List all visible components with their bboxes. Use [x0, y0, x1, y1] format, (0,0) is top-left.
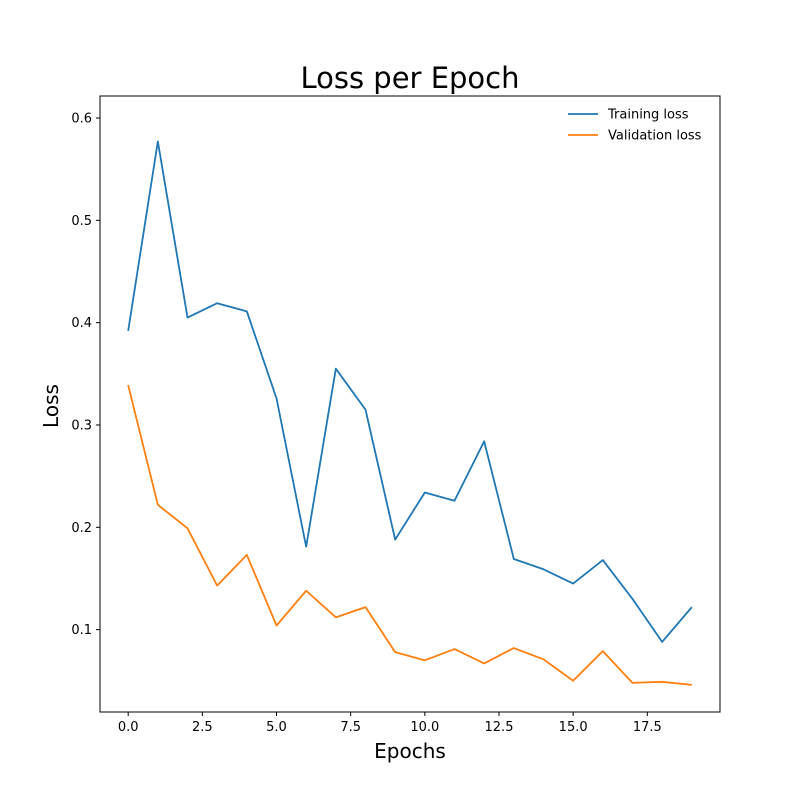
x-tick-label: 10.0	[410, 720, 439, 735]
y-axis-ticks: 0.1 0.2 0.3 0.4 0.5 0.6	[71, 112, 100, 638]
y-tick-label: 0.1	[71, 623, 92, 638]
x-tick-label: 12.5	[485, 720, 514, 735]
legend: Training loss Validation loss	[568, 108, 702, 144]
x-tick-label: 17.5	[633, 720, 662, 735]
series-layer	[127, 140, 693, 686]
x-tick-label: 5.0	[266, 720, 287, 735]
x-axis-ticks: 0.0 2.5 5.0 7.5 10.0 12.5 15.0 17.5	[118, 712, 662, 735]
y-tick-label: 0.2	[71, 521, 92, 536]
y-tick-label: 0.3	[71, 418, 92, 433]
x-tick-label: 7.5	[340, 720, 361, 735]
series-line-training-loss	[127, 140, 693, 643]
x-tick-label: 2.5	[192, 720, 213, 735]
y-tick-label: 0.5	[71, 214, 92, 229]
legend-label-training-loss: Training loss	[607, 108, 689, 123]
chart-title: Loss per Epoch	[300, 61, 519, 95]
legend-label-validation-loss: Validation loss	[608, 129, 702, 144]
plot-area: 0.0 2.5 5.0 7.5 10.0 12.5 15.0 17.5 0.10.20.30.…	[71, 95, 721, 735]
x-tick-label: 15.0	[559, 720, 588, 735]
y-tick-label: 0.6	[71, 112, 92, 127]
x-axis-title: Epochs	[374, 739, 446, 763]
series-line-validation-loss	[127, 384, 692, 686]
y-tick-label: 0.4	[71, 316, 92, 331]
y-axis-title: Loss	[39, 384, 63, 428]
x-tick-label: 0.0	[118, 720, 139, 735]
plot-frame	[99, 95, 721, 713]
